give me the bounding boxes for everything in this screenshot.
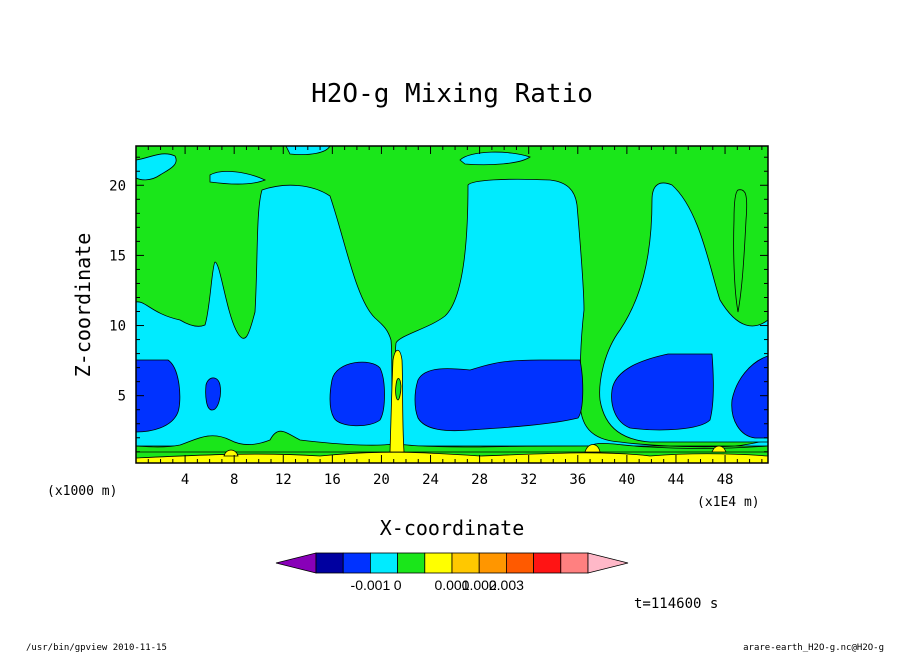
contour-cyan-top-left: [136, 153, 177, 181]
x-tick-label: 4: [181, 472, 189, 488]
colorbar-swatch: [342, 552, 371, 574]
x-tick-label: 20: [373, 472, 390, 488]
x-axis-label: X-coordinate: [380, 516, 525, 540]
colorbar-swatch: [560, 552, 589, 574]
colorbar-swatch: [533, 552, 562, 574]
contour-blue-1: [136, 359, 181, 433]
contour-cyan-top-right: [459, 151, 531, 166]
x-unit-left: (x1000 m): [47, 484, 117, 499]
colorbar-tick-label: -0.001: [351, 577, 391, 593]
y-axis-label: Z-coordinate: [71, 233, 95, 378]
colorbar-max-arrow: [587, 552, 629, 574]
colorbar-swatch: [451, 552, 480, 574]
contour-green-island-right: [733, 189, 748, 313]
x-tick-label: 44: [668, 472, 685, 488]
contour-blue-dot: [205, 377, 221, 411]
contour-cyan-small-top: [209, 170, 267, 185]
contour-blue-3: [414, 359, 584, 432]
plot-frame: [135, 145, 769, 464]
x-tick-label: 32: [520, 472, 537, 488]
contour-yellow-blob-1: [223, 449, 239, 457]
y-tick-label: 10: [109, 319, 126, 335]
x-tick-label: 8: [230, 472, 238, 488]
x-unit-right: (x1E4 m): [697, 495, 760, 510]
chart-title: H2O-g Mixing Ratio: [311, 79, 593, 109]
y-axis-ticks: 5 10 15 20: [109, 156, 768, 453]
x-tick-label: 48: [717, 472, 734, 488]
contour-blue-5: [731, 355, 768, 439]
time-label: t=114600 s: [634, 596, 718, 612]
colorbar-tick-label: 0: [394, 577, 402, 593]
colorbar-swatch: [397, 552, 426, 574]
contour-blue-2: [329, 361, 385, 427]
colorbar-swatch: [315, 552, 344, 574]
contour-blue-4: [611, 353, 714, 431]
y-tick-label: 20: [109, 178, 126, 194]
y-tick-label: 5: [118, 389, 126, 405]
colorbar-tick-label: 0.001: [434, 577, 469, 593]
footer-left: /usr/bin/gpview 2010-11-15: [26, 643, 167, 653]
x-tick-label: 24: [422, 472, 439, 488]
colorbar-min-arrow: [275, 552, 317, 574]
x-tick-label: 40: [618, 472, 635, 488]
contour-yellow-central: [389, 349, 405, 453]
colorbar-swatch: [478, 552, 507, 574]
footer-right: arare-earth_H2O-g.nc@H2O-g: [743, 643, 884, 653]
x-tick-label: 36: [569, 472, 586, 488]
contour-yellow-blob-2: [584, 444, 601, 453]
x-tick-label: 12: [275, 472, 292, 488]
colorbar-swatch: [369, 552, 398, 574]
x-axis-ticks: 4 8 12 16 20 24 28 32 36 40 44 48: [147, 146, 763, 488]
x-tick-label: 28: [471, 472, 488, 488]
colorbar: [275, 552, 629, 574]
contour-yellow-core: [395, 377, 402, 401]
y-tick-label: 15: [109, 248, 126, 264]
x-tick-label: 16: [324, 472, 341, 488]
colorbar-swatch: [505, 552, 534, 574]
colorbar-tick-label: 0.002: [462, 577, 497, 593]
colorbar-tick-label: 0.003: [489, 577, 524, 593]
contour-field: [136, 146, 768, 463]
colorbar-swatch: [424, 552, 453, 574]
contour-yellow-blob-3: [711, 445, 727, 453]
